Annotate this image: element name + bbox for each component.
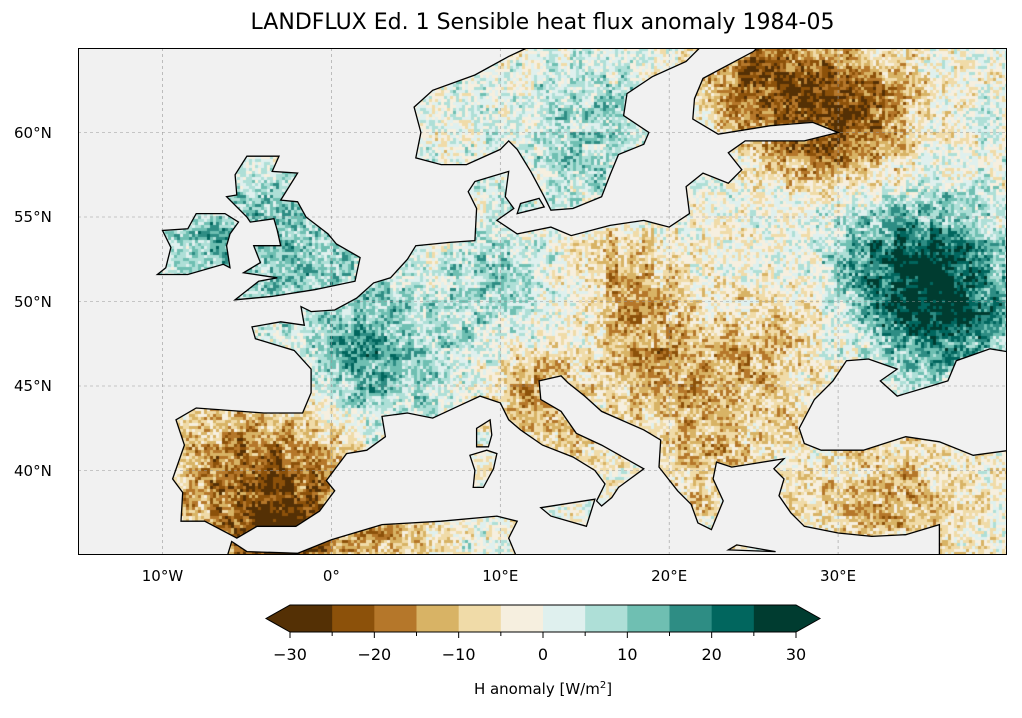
- colorbar-segment: [332, 605, 375, 632]
- colorbar-label-text: H anomaly [W/m: [473, 680, 600, 698]
- colorbar-segment: [290, 605, 333, 632]
- coastline-crete: [726, 544, 776, 553]
- map-axes: [78, 48, 1007, 555]
- coastline-blacksea: [798, 348, 1007, 456]
- y-tick-label: 55°N: [14, 208, 52, 226]
- coastline-zealand: [516, 197, 546, 215]
- colorbar-extend-max: [796, 605, 820, 632]
- colorbar-tick-label: 30: [785, 645, 807, 664]
- y-tick-label: 45°N: [14, 377, 52, 395]
- coastline-scandinavia: [413, 48, 701, 211]
- colorbar-tick-label: −20: [357, 645, 392, 664]
- coastline-africa: [226, 515, 519, 555]
- x-tick-label: 10°W: [141, 567, 184, 585]
- colorbar-segment: [374, 605, 417, 632]
- coastline-sardinia: [469, 449, 498, 489]
- colorbar-segment: [753, 605, 797, 632]
- coastline-britain: [225, 155, 361, 301]
- colorbar: [264, 604, 822, 638]
- colorbar-tick-label: 20: [701, 645, 722, 664]
- colorbar-tick-label: 0: [537, 645, 549, 664]
- colorbar-tick-label: −10: [441, 645, 476, 664]
- axes-frame: [78, 48, 1007, 555]
- coastline-continent: [171, 48, 941, 555]
- colorbar-segment: [585, 605, 628, 632]
- coastlines: [155, 48, 1007, 555]
- colorbar-segment: [543, 605, 586, 632]
- x-tick-label: 10°E: [482, 567, 519, 585]
- colorbar-segment: [500, 605, 544, 632]
- map-overlay: [78, 48, 1007, 555]
- colorbar-label: H anomaly [W/m2]: [474, 680, 612, 698]
- colorbar-tick-label: −30: [273, 645, 307, 664]
- colorbar-extend-min: [266, 605, 290, 632]
- colorbar-segment: [669, 605, 713, 632]
- colorbar-segment: [627, 605, 670, 632]
- coastline-corsica: [475, 418, 493, 448]
- coastline-ireland: [155, 212, 240, 276]
- colorbar-tick-label: 10: [617, 645, 638, 664]
- colorbar-label-sup: 2: [599, 680, 607, 691]
- colorbar-segment: [416, 605, 460, 632]
- gridlines: [78, 48, 1007, 555]
- colorbar-segment: [711, 605, 755, 632]
- x-tick-label: 0°: [322, 567, 340, 585]
- y-tick-label: 40°N: [14, 461, 52, 480]
- y-tick-label: 60°N: [14, 123, 52, 142]
- x-tick-label: 30°E: [820, 567, 857, 585]
- figure-title: LANDFLUX Ed. 1 Sensible heat flux anomal…: [250, 10, 835, 35]
- coastline-sicily: [539, 498, 596, 528]
- y-tick-label: 50°N: [14, 292, 52, 311]
- colorbar-label-end: ]: [606, 680, 613, 698]
- x-tick-label: 20°E: [651, 567, 688, 585]
- colorbar-segment: [458, 605, 502, 632]
